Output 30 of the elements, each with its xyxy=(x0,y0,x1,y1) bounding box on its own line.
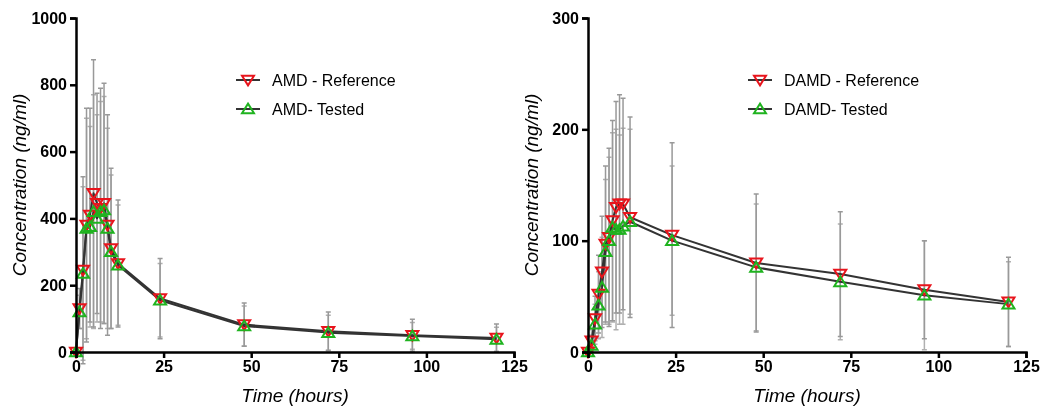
x-tick-label: 50 xyxy=(754,358,773,376)
y-tick-label: 0 xyxy=(570,343,580,361)
x-tick-label: 0 xyxy=(584,358,594,376)
y-tick-label: 400 xyxy=(40,210,68,228)
y-axis-title: Concentration (ng/ml) xyxy=(521,93,542,277)
legend-label: AMD- Tested xyxy=(272,101,365,118)
legend-label: AMD - Reference xyxy=(272,72,396,89)
y-tick-label: 1000 xyxy=(31,9,68,27)
x-tick-label: 125 xyxy=(1013,358,1040,376)
x-tick-label: 75 xyxy=(330,358,349,376)
y-tick-label: 200 xyxy=(40,276,68,294)
y-tick-label: 100 xyxy=(552,232,580,250)
x-tick-label: 100 xyxy=(413,358,441,376)
x-tick-label: 50 xyxy=(242,358,261,376)
legend-label: DAMD- Tested xyxy=(784,101,888,118)
y-tick-label: 800 xyxy=(40,76,68,94)
x-tick-label: 0 xyxy=(72,358,82,376)
y-tick-label: 600 xyxy=(40,143,68,161)
x-axis-title: Time (hours) xyxy=(241,385,349,406)
x-tick-label: 125 xyxy=(501,358,528,376)
x-tick-label: 75 xyxy=(842,358,861,376)
legend-label: DAMD - Reference xyxy=(784,72,920,89)
y-tick-label: 0 xyxy=(58,343,68,361)
y-tick-label: 200 xyxy=(552,120,580,138)
y-tick-label: 300 xyxy=(552,9,580,27)
x-tick-label: 25 xyxy=(155,358,174,376)
x-tick-label: 25 xyxy=(667,358,686,376)
y-axis-title: Concentration (ng/ml) xyxy=(9,93,30,277)
x-tick-label: 100 xyxy=(925,358,953,376)
x-axis-title: Time (hours) xyxy=(753,385,861,406)
